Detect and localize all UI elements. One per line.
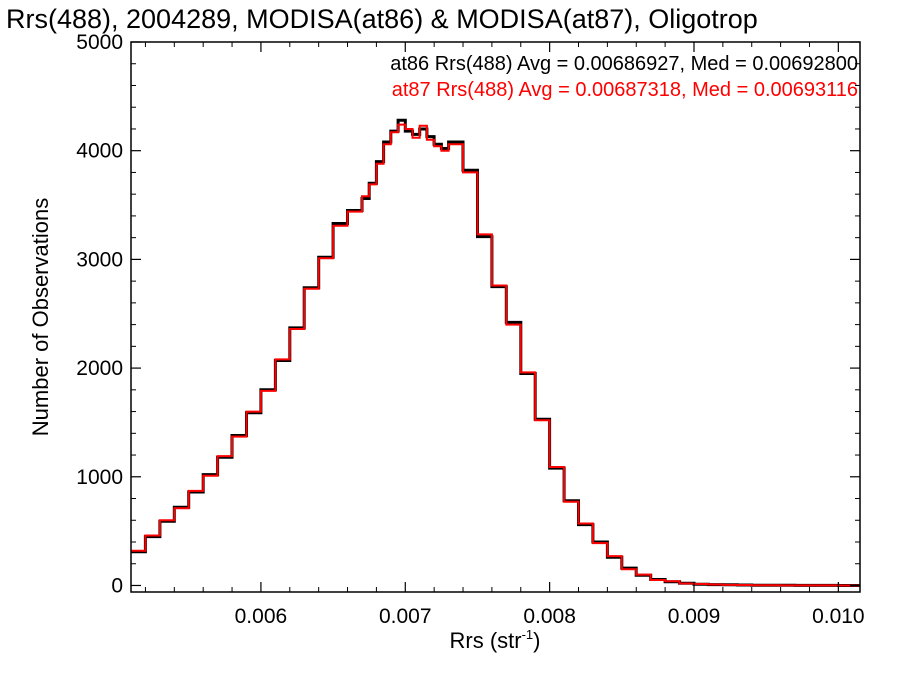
x-tick-label: 0.008 xyxy=(523,605,576,628)
series-layer xyxy=(131,118,860,587)
legend: at86 Rrs(488) Avg = 0.00686927, Med = 0.… xyxy=(390,53,858,101)
y-tick-label: 1000 xyxy=(76,466,123,489)
chart-title: Rrs(488), 2004289, MODISA(at86) & MODISA… xyxy=(6,4,758,34)
y-axis-label: Number of Observations xyxy=(28,198,53,436)
legend-entry-at86: at86 Rrs(488) Avg = 0.00686927, Med = 0.… xyxy=(390,53,858,75)
x-axis-label: Rrs (str-1) xyxy=(450,627,541,653)
ticks-layer: 0.006 0.007 0.008 0.009 0.010 0 1000 2000 3000 40… xyxy=(76,31,864,628)
y-tick-label: 2000 xyxy=(76,357,123,380)
x-axis-label-main: Rrs (str xyxy=(450,628,522,653)
y-tick-label: 3000 xyxy=(76,248,123,271)
y-tick-label: 0 xyxy=(111,574,123,597)
x-tick-label: 0.010 xyxy=(812,605,865,628)
x-axis-label-superscript: -1 xyxy=(522,627,534,642)
x-tick-label: 0.009 xyxy=(668,605,721,628)
x-tick-label: 0.006 xyxy=(235,605,288,628)
x-axis-label-close: ) xyxy=(533,628,540,653)
plot-frame xyxy=(130,41,861,593)
series-line-at86 xyxy=(131,118,860,587)
y-tick-label: 5000 xyxy=(76,31,123,54)
y-tick-label: 4000 xyxy=(76,140,123,163)
series-line-at87 xyxy=(131,123,860,587)
x-tick-label: 0.007 xyxy=(379,605,432,628)
legend-entry-at87: at87 Rrs(488) Avg = 0.00687318, Med = 0.… xyxy=(392,79,858,101)
